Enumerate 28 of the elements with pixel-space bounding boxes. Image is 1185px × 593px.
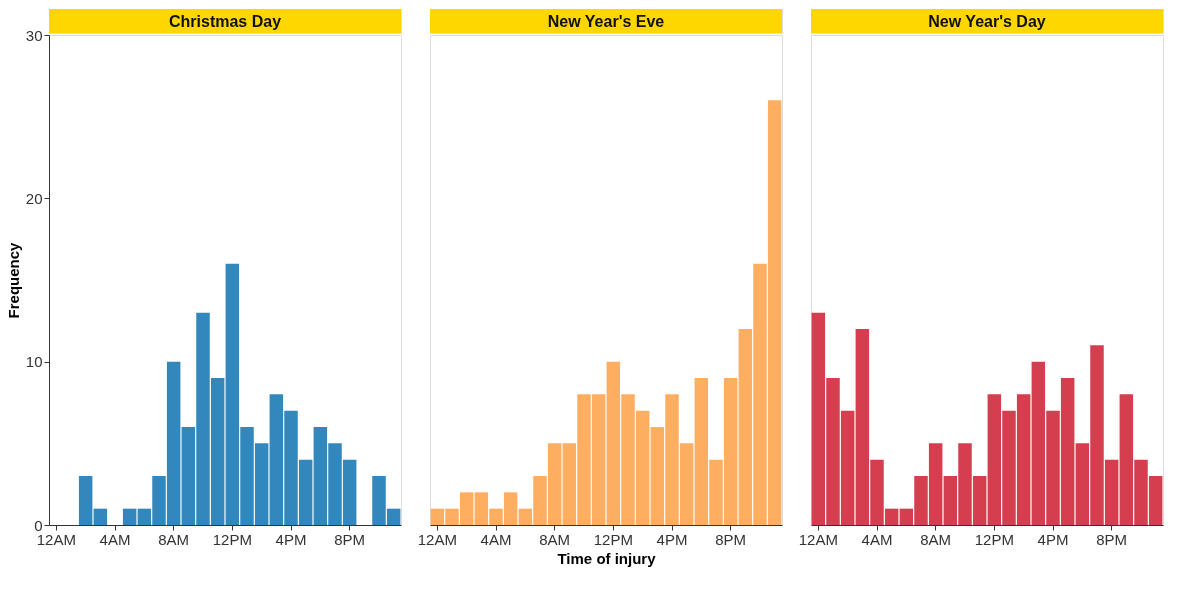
x-tick-label: 4AM [99, 530, 131, 548]
y-axis-title: Frequency [4, 241, 22, 319]
x-tick-label: 12AM [798, 530, 838, 548]
chart-title: Christmas Day [168, 13, 282, 30]
bar [122, 508, 137, 525]
bar [78, 476, 93, 525]
x-tick-label: 4AM [861, 530, 893, 548]
x-tick-label: 8PM [715, 530, 747, 548]
chart-title: New Year's Day [928, 13, 1046, 30]
x-tick-label: 8PM [1096, 530, 1128, 548]
x-tick-label: 8AM [158, 530, 190, 548]
x-tick-label: 4PM [275, 530, 307, 548]
chart-title: New Year's Eve [547, 13, 665, 30]
y-tick-label: 10 [25, 353, 43, 371]
y-tick-label: 20 [25, 189, 43, 207]
x-tick-label: 8AM [920, 530, 952, 548]
x-tick-label: 8PM [334, 530, 366, 548]
x-tick-label: 8AM [539, 530, 571, 548]
x-tick-label: 4PM [656, 530, 688, 548]
x-tick-label: 12PM [212, 530, 252, 548]
bar [93, 508, 108, 525]
x-tick-label: 12PM [593, 530, 633, 548]
x-tick-label: 4PM [1037, 530, 1069, 548]
x-tick-label: 4AM [480, 530, 512, 548]
x-axis-title: Time of injury [557, 549, 657, 567]
y-tick-label: 30 [25, 26, 43, 44]
x-tick-label: 12AM [417, 530, 457, 548]
x-tick-label: 12PM [974, 530, 1014, 548]
